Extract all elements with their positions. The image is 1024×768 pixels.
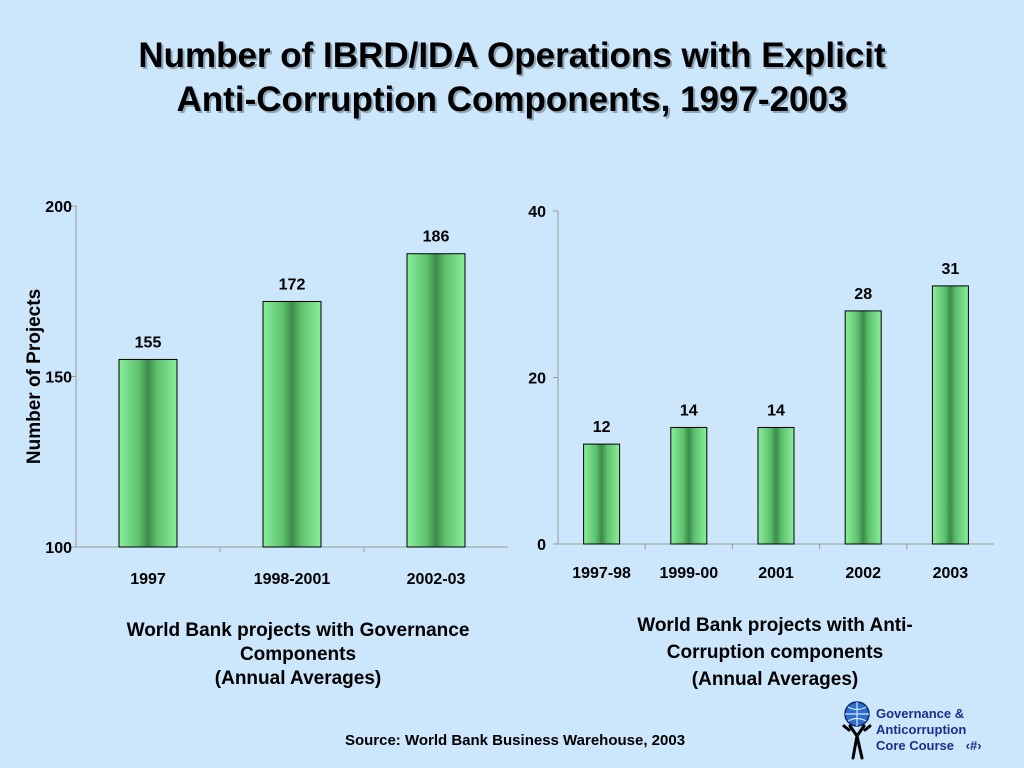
anticorruption-value-label: 28	[854, 286, 872, 303]
anticorruption-bar	[670, 426, 708, 545]
logo-line-3: Core Course ‹#›	[876, 738, 982, 754]
anticorruption-bar	[931, 285, 969, 545]
course-logo: Governance & Anticorruption Core Course …	[840, 700, 1020, 764]
anticorruption-category-label: 1997-98	[572, 565, 631, 582]
anticorruption-caption-line-2: Corruption components	[666, 642, 884, 663]
governance-caption-line-3: (Annual Averages)	[214, 668, 382, 689]
governance-y-tick-label: 100	[45, 540, 72, 557]
governance-caption: World Bank projects with Governance Comp…	[78, 619, 518, 691]
governance-bar	[406, 253, 466, 548]
governance-value-label: 172	[279, 276, 306, 293]
anticorruption-y-tick-label: 0	[537, 537, 546, 554]
logo-course-label: Core Course	[876, 738, 955, 753]
anticorruption-bar	[844, 310, 882, 545]
anticorruption-value-label: 31	[942, 261, 960, 278]
anticorruption-caption: World Bank projects with Anti- Corruptio…	[560, 612, 990, 693]
governance-value-label: 186	[423, 229, 450, 246]
governance-value-label: 155	[135, 334, 162, 351]
anticorruption-category-label: 1999-00	[659, 565, 718, 582]
governance-bar	[262, 300, 322, 548]
anticorruption-chart: 0 20 40 12 1997-98 14 1999-00 14 2001 28 2002 31 200…	[528, 204, 994, 582]
anticorruption-caption-line-3: (Annual Averages)	[691, 669, 859, 690]
anticorruption-value-label: 14	[767, 402, 785, 419]
anticorruption-value-label: 12	[593, 419, 611, 436]
anticorruption-category-label: 2003	[933, 565, 969, 582]
governance-bar	[118, 358, 178, 548]
governance-category-label: 2002-03	[407, 571, 466, 588]
charts-canvas: 10015020015519971721998-20011862002-03Nu…	[24, 199, 994, 588]
governance-caption-line-2: Components	[239, 644, 357, 665]
title-line-1: Number of IBRD/IDA Operations with Expli…	[138, 36, 886, 75]
governance-y-tick-label: 150	[45, 370, 72, 387]
logo-line-1: Governance &	[876, 706, 965, 721]
logo-line-2: Anticorruption	[876, 722, 967, 737]
governance-y-tick-label: 200	[45, 199, 72, 216]
anticorruption-caption-line-1: World Bank projects with Anti-	[637, 615, 913, 636]
governance-category-label: 1998-2001	[254, 571, 331, 588]
anticorruption-category-label: 2002	[845, 565, 881, 582]
globe-figure-icon	[842, 701, 872, 760]
title-line-2: Anti-Corruption Components, 1997-2003	[176, 80, 848, 119]
anticorruption-y-tick-label: 40	[528, 204, 546, 221]
governance-category-label: 1997	[130, 571, 166, 588]
page-marker: ‹#›	[965, 738, 982, 753]
governance-chart: 100 150 200 155 1997 172 1998-2001 186 2002-03 Nu…	[24, 199, 508, 588]
source-note: Source: World Bank Business Warehouse, 2…	[344, 732, 686, 749]
anticorruption-bar	[757, 426, 795, 545]
anticorruption-value-label: 14	[680, 402, 698, 419]
anticorruption-category-label: 2001	[758, 565, 794, 582]
slide-title: Number of IBRD/IDA Operations with Expli…	[0, 34, 1024, 122]
governance-caption-line-1: World Bank projects with Governance	[126, 620, 470, 641]
anticorruption-y-tick-label: 20	[528, 371, 546, 388]
governance-y-axis-label: Number of Projects	[24, 289, 45, 464]
logo-text: Governance & Anticorruption Core Course …	[876, 706, 982, 754]
anticorruption-bar	[583, 443, 621, 545]
